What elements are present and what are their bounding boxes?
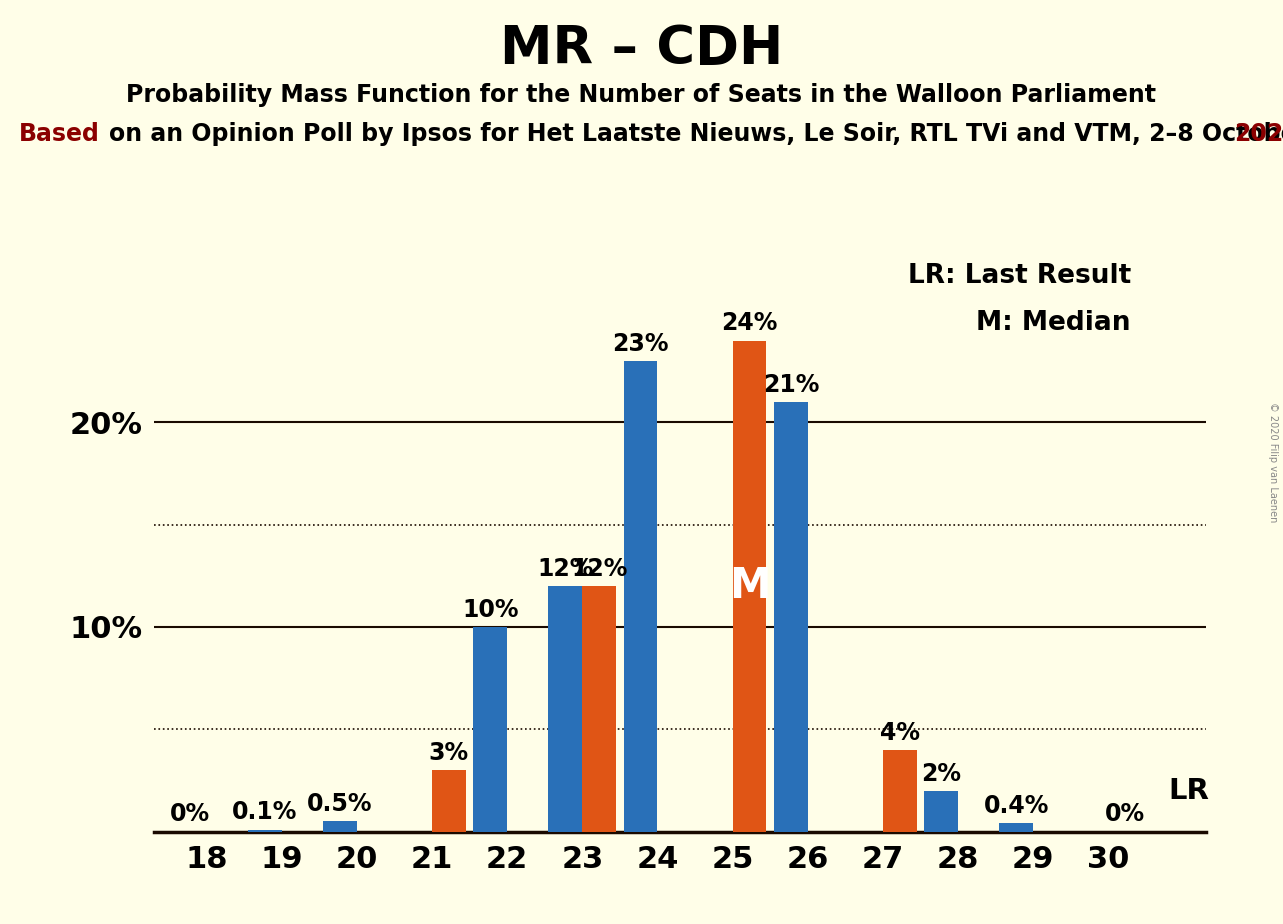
Text: 0.4%: 0.4% bbox=[984, 795, 1049, 819]
Text: 2020: 2020 bbox=[1234, 122, 1283, 146]
Text: 4%: 4% bbox=[880, 721, 920, 745]
Bar bbox=[323, 821, 357, 832]
Text: 0.5%: 0.5% bbox=[307, 792, 372, 816]
Bar bbox=[883, 749, 916, 832]
Text: MR – CDH: MR – CDH bbox=[500, 23, 783, 75]
Text: on an Opinion Poll by Ipsos for Het Laatste Nieuws, Le Soir, RTL TVi and VTM, 2–: on an Opinion Poll by Ipsos for Het Laat… bbox=[109, 122, 1283, 146]
Text: 12%: 12% bbox=[538, 557, 594, 581]
Text: LR: Last Result: LR: Last Result bbox=[907, 262, 1130, 289]
Text: 0.1%: 0.1% bbox=[232, 800, 298, 824]
Bar bbox=[248, 830, 282, 832]
Bar bbox=[774, 402, 808, 832]
Text: 0%: 0% bbox=[169, 802, 209, 826]
Text: 2%: 2% bbox=[921, 761, 961, 785]
Bar bbox=[924, 791, 958, 832]
Text: M: M bbox=[729, 565, 770, 607]
Bar bbox=[999, 823, 1033, 832]
Text: 0%: 0% bbox=[1105, 802, 1146, 826]
Bar bbox=[582, 586, 616, 832]
Text: M: Median: M: Median bbox=[976, 310, 1130, 335]
Text: 24%: 24% bbox=[721, 311, 777, 335]
Bar bbox=[624, 361, 657, 832]
Text: 3%: 3% bbox=[429, 741, 470, 765]
Text: 12%: 12% bbox=[571, 557, 627, 581]
Bar bbox=[473, 627, 507, 832]
Text: 21%: 21% bbox=[762, 372, 819, 396]
Bar bbox=[733, 341, 766, 832]
Text: 23%: 23% bbox=[612, 332, 668, 356]
Bar bbox=[548, 586, 582, 832]
Text: Based: Based bbox=[19, 122, 100, 146]
Text: Probability Mass Function for the Number of Seats in the Walloon Parliament: Probability Mass Function for the Number… bbox=[127, 83, 1156, 107]
Text: 10%: 10% bbox=[462, 598, 518, 622]
Text: LR: LR bbox=[1169, 777, 1210, 805]
Text: © 2020 Filip van Laenen: © 2020 Filip van Laenen bbox=[1268, 402, 1278, 522]
Bar bbox=[432, 771, 466, 832]
